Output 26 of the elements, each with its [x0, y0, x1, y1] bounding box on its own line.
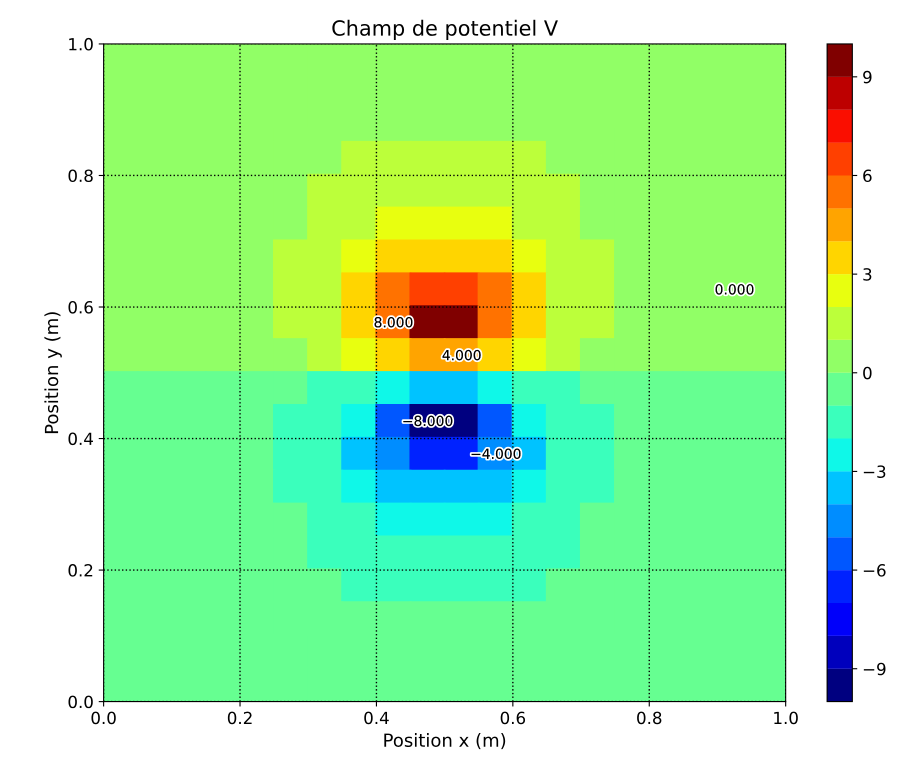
- x-tick-label: 0.2: [228, 712, 252, 724]
- y-tick-label: 0.0: [68, 696, 93, 708]
- x-axis-title: Position x (m): [384, 733, 506, 750]
- x-tick-label: 0.6: [500, 712, 526, 724]
- color-bar-label: −6: [864, 564, 886, 577]
- x-tick-label: 0.8: [637, 712, 662, 724]
- color-bar-label: 9: [863, 70, 872, 84]
- annotation: 0.000: [716, 284, 754, 295]
- x-tick-label: 0.4: [364, 712, 389, 724]
- y-tick-label: 0.4: [68, 432, 93, 446]
- chart-title: Champ de potentiel V: [332, 20, 558, 40]
- y-tick-label: 0.8: [68, 169, 93, 182]
- color-bar-label: −9: [864, 662, 886, 676]
- y-axis-title: Position y (m): [44, 312, 62, 434]
- y-tick-label: 0.2: [68, 564, 92, 577]
- annotation: 4.000: [442, 350, 481, 360]
- color-bar-label: −3: [864, 465, 886, 478]
- color-bar-label: 6: [863, 169, 872, 182]
- color-bar-label: 3: [863, 268, 872, 281]
- y-tick-label: 0.6: [68, 300, 93, 314]
- x-tick-label: 0.0: [91, 712, 116, 724]
- x-tick-label: 1.0: [774, 712, 798, 724]
- annotation: 8.000: [374, 316, 412, 328]
- y-tick-label: 1.0: [69, 38, 93, 51]
- color-bar-label: 0: [863, 366, 872, 380]
- annotation: −4.000: [472, 448, 521, 460]
